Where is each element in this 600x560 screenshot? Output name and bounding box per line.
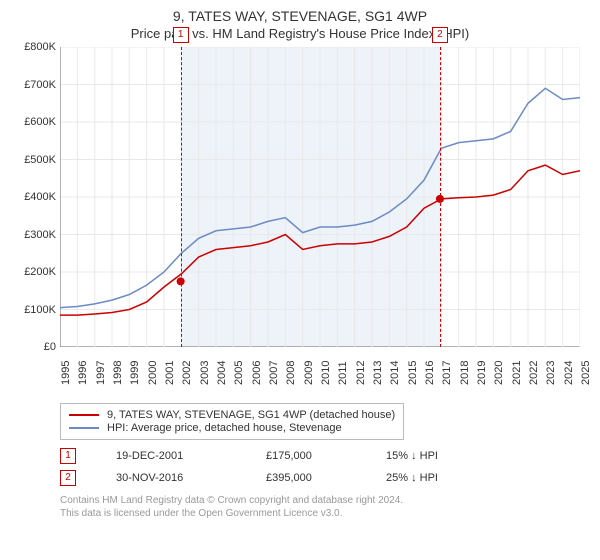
x-tick-label: 2014: [389, 361, 401, 385]
y-tick-label: £800K: [24, 41, 56, 53]
x-axis-ticks: 1995 1996 1997 1998 1999 2000 2001 2002 2003 2004…: [60, 347, 580, 397]
legend-text: 9, TATES WAY, STEVENAGE, SG1 4WP (detach…: [107, 409, 395, 421]
footer: Contains HM Land Registry data © Crown c…: [60, 494, 580, 520]
legend-text: HPI: Average price, detached house, Stev…: [107, 422, 342, 434]
x-tick-label: 2013: [372, 361, 384, 385]
y-tick-label: £200K: [24, 266, 56, 278]
footer-line-1: Contains HM Land Registry data © Crown c…: [60, 494, 580, 507]
x-tick-label: 2021: [511, 361, 523, 385]
x-tick-label: 1998: [112, 361, 124, 385]
x-tick-label: 2019: [476, 361, 488, 385]
x-tick-label: 2025: [580, 361, 592, 385]
x-tick-label: 2004: [216, 361, 228, 385]
x-tick-label: 2002: [181, 361, 193, 385]
sale-marker: 1: [60, 448, 76, 464]
y-tick-label: £100K: [24, 304, 56, 316]
chart-title: 9, TATES WAY, STEVENAGE, SG1 4WP: [20, 8, 580, 24]
sale-price: £175,000: [266, 450, 346, 462]
x-tick-label: 2009: [303, 361, 315, 385]
marker-line: [181, 47, 182, 347]
chart-subtitle: Price paid vs. HM Land Registry's House …: [20, 26, 580, 41]
x-tick-label: 2003: [199, 361, 211, 385]
legend-swatch: [69, 414, 99, 416]
x-tick-label: 2023: [545, 361, 557, 385]
x-tick-label: 2020: [493, 361, 505, 385]
sale-price: £395,000: [266, 472, 346, 484]
x-tick-label: 2000: [147, 361, 159, 385]
x-tick-label: 2008: [285, 361, 297, 385]
x-tick-label: 1997: [95, 361, 107, 385]
marker-line: [440, 47, 441, 347]
y-tick-label: £0: [44, 341, 56, 353]
x-tick-label: 2012: [355, 361, 367, 385]
x-tick-label: 2022: [528, 361, 540, 385]
x-tick-label: 2010: [320, 361, 332, 385]
y-tick-label: £600K: [24, 116, 56, 128]
sale-row: 2 30-NOV-2016 £395,000 25% ↓ HPI: [60, 470, 580, 486]
footer-line-2: This data is licensed under the Open Gov…: [60, 507, 580, 520]
x-tick-label: 1999: [129, 361, 141, 385]
marker-box: 2: [432, 27, 448, 43]
legend: 9, TATES WAY, STEVENAGE, SG1 4WP (detach…: [60, 403, 404, 440]
y-tick-label: £700K: [24, 79, 56, 91]
y-tick-label: £400K: [24, 191, 56, 203]
legend-swatch: [69, 427, 99, 429]
x-tick-label: 2016: [424, 361, 436, 385]
x-tick-label: 2017: [441, 361, 453, 385]
sale-date: 30-NOV-2016: [116, 472, 226, 484]
x-tick-label: 2007: [268, 361, 280, 385]
sale-row: 1 19-DEC-2001 £175,000 15% ↓ HPI: [60, 448, 580, 464]
x-tick-label: 2006: [251, 361, 263, 385]
x-tick-label: 1996: [77, 361, 89, 385]
x-tick-label: 1995: [60, 361, 72, 385]
x-tick-label: 2011: [337, 361, 349, 385]
plot-area: £0£100K£200K£300K£400K£500K£600K£700K£80…: [60, 47, 580, 347]
y-tick-label: £300K: [24, 229, 56, 241]
marker-box: 1: [173, 27, 189, 43]
sale-date: 19-DEC-2001: [116, 450, 226, 462]
x-tick-label: 2018: [459, 361, 471, 385]
sale-marker: 2: [60, 470, 76, 486]
sale-diff: 25% ↓ HPI: [386, 472, 438, 484]
legend-row: HPI: Average price, detached house, Stev…: [69, 422, 395, 434]
sales-list: 1 19-DEC-2001 £175,000 15% ↓ HPI 2 30-NOV-201…: [60, 448, 580, 486]
legend-row: 9, TATES WAY, STEVENAGE, SG1 4WP (detach…: [69, 409, 395, 421]
x-tick-label: 2001: [164, 361, 176, 385]
x-tick-label: 2015: [407, 361, 419, 385]
y-tick-label: £500K: [24, 154, 56, 166]
x-tick-label: 2024: [563, 361, 575, 385]
x-tick-label: 2005: [233, 361, 245, 385]
sale-diff: 15% ↓ HPI: [386, 450, 438, 462]
